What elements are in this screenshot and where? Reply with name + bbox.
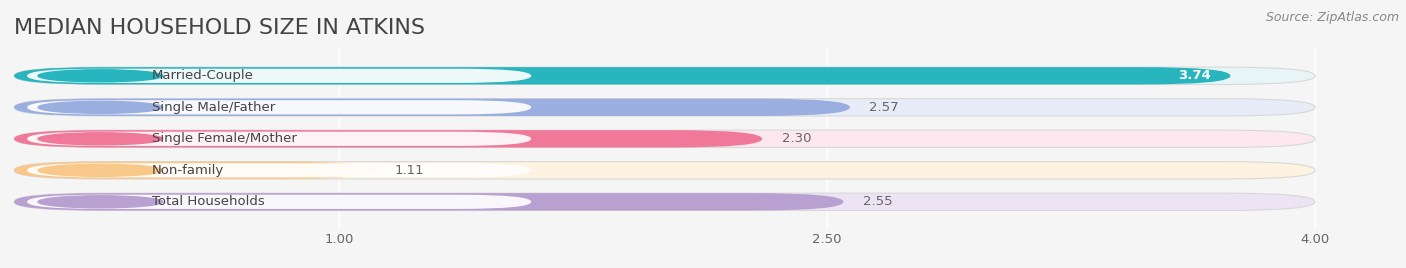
FancyBboxPatch shape [27,100,531,114]
Text: Non-family: Non-family [152,164,224,177]
Text: Single Female/Mother: Single Female/Mother [152,132,297,145]
FancyBboxPatch shape [14,99,851,116]
Text: 2.57: 2.57 [869,101,898,114]
Text: 2.55: 2.55 [863,195,893,208]
FancyBboxPatch shape [14,67,1315,84]
FancyBboxPatch shape [14,162,375,179]
FancyBboxPatch shape [27,132,531,146]
FancyBboxPatch shape [27,195,531,209]
FancyBboxPatch shape [14,162,1315,179]
Text: 1.11: 1.11 [395,164,425,177]
FancyBboxPatch shape [14,130,1315,147]
Text: Total Households: Total Households [152,195,264,208]
Circle shape [38,133,163,145]
Circle shape [38,196,163,208]
Text: Married-Couple: Married-Couple [152,69,253,82]
FancyBboxPatch shape [14,67,1230,84]
Text: MEDIAN HOUSEHOLD SIZE IN ATKINS: MEDIAN HOUSEHOLD SIZE IN ATKINS [14,18,425,38]
Text: 3.74: 3.74 [1178,69,1211,82]
Circle shape [38,164,163,176]
FancyBboxPatch shape [14,130,762,147]
FancyBboxPatch shape [14,193,844,210]
Circle shape [38,70,163,82]
FancyBboxPatch shape [27,163,531,177]
Text: 2.30: 2.30 [782,132,811,145]
Text: Single Male/Father: Single Male/Father [152,101,276,114]
FancyBboxPatch shape [14,99,1315,116]
FancyBboxPatch shape [27,69,531,83]
Text: Source: ZipAtlas.com: Source: ZipAtlas.com [1265,11,1399,24]
Circle shape [38,101,163,113]
FancyBboxPatch shape [14,193,1315,210]
